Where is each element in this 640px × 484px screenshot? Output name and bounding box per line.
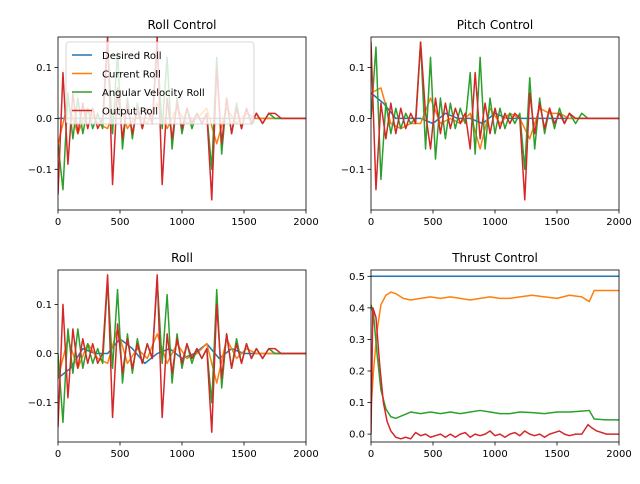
x-tick-label: 2000 (293, 449, 318, 460)
y-tick-label: 0.1 (349, 63, 365, 74)
y-tick-label: 0.1 (36, 300, 52, 311)
x-tick-label: 500 (110, 449, 129, 460)
subplot-4: 0 500 1000 1500 2000 0.0 0.1 0.2 0.3 0.4 0.5 Thrust… (349, 251, 632, 460)
subplot-title: Thrust Control (451, 251, 538, 265)
y-tick-label: −0.1 (341, 165, 365, 176)
y-tick-label: 0.1 (349, 398, 365, 409)
y-tick-label: 0.0 (349, 114, 365, 125)
x-tick-label: 1500 (231, 449, 256, 460)
x-tick-label: 2000 (606, 449, 631, 460)
x-tick-label: 0 (55, 449, 61, 460)
subplot-3: 0 500 1000 1500 2000 −0.1 0.0 0.1 Roll (28, 251, 319, 460)
x-tick-label: 2000 (606, 217, 631, 228)
y-tick-label: −0.1 (28, 165, 52, 176)
series-line-desired-roll (58, 338, 306, 379)
subplot-1: 0 500 1000 1500 2000 −0.1 0.0 0.1 Roll Control De… (28, 18, 319, 228)
y-tick-label: 0.5 (349, 272, 365, 283)
x-tick-label: 1000 (169, 217, 194, 228)
legend-label: Current Roll (102, 70, 161, 81)
legend-box (65, 41, 255, 125)
x-tick-label: 0 (55, 217, 61, 228)
legend-label: Desired Roll (102, 51, 162, 62)
legend-label: Output Roll (102, 107, 158, 118)
legend: Desired Roll Current Roll Angular Velocity… (65, 41, 255, 125)
subplot-2: 0 500 1000 1500 2000 −0.1 0.0 0.1 Pitch Control (341, 18, 632, 228)
subplot-title: Roll (171, 251, 193, 265)
series-line-output-roll (371, 41, 619, 201)
x-tick-label: 2000 (293, 217, 318, 228)
y-tick-label: 0.4 (349, 303, 365, 314)
subplot-title: Pitch Control (457, 18, 533, 32)
series-line-angular-velocity-roll (371, 304, 619, 421)
x-tick-label: 500 (423, 449, 442, 460)
x-tick-label: 1000 (482, 217, 507, 228)
axes-frame (370, 269, 620, 443)
series-group (58, 274, 306, 433)
x-tick-label: 0 (368, 217, 374, 228)
x-tick-label: 1500 (231, 217, 256, 228)
y-tick-label: 0.3 (349, 335, 365, 346)
x-tick-label: 1500 (544, 217, 569, 228)
legend-label: Angular Velocity Roll (102, 88, 205, 99)
x-tick-label: 1000 (482, 449, 507, 460)
y-tick-label: 0.0 (36, 349, 52, 360)
y-tick-label: 0.0 (349, 430, 365, 441)
x-tick-label: 1500 (544, 449, 569, 460)
series-line-output-roll (58, 274, 306, 433)
series-group (371, 41, 619, 201)
y-tick-label: −0.1 (28, 398, 52, 409)
subplot-title: Roll Control (148, 18, 217, 32)
series-group (371, 275, 619, 440)
y-tick-label: 0.1 (36, 63, 52, 74)
axes-frame (370, 36, 620, 211)
x-tick-label: 500 (423, 217, 442, 228)
series-line-output-roll (371, 307, 619, 440)
x-tick-label: 500 (110, 217, 129, 228)
y-tick-label: 0.0 (36, 114, 52, 125)
x-tick-label: 0 (368, 449, 374, 460)
series-line-current-roll (371, 289, 619, 409)
y-tick-label: 0.2 (349, 366, 365, 377)
x-tick-label: 1000 (169, 449, 194, 460)
